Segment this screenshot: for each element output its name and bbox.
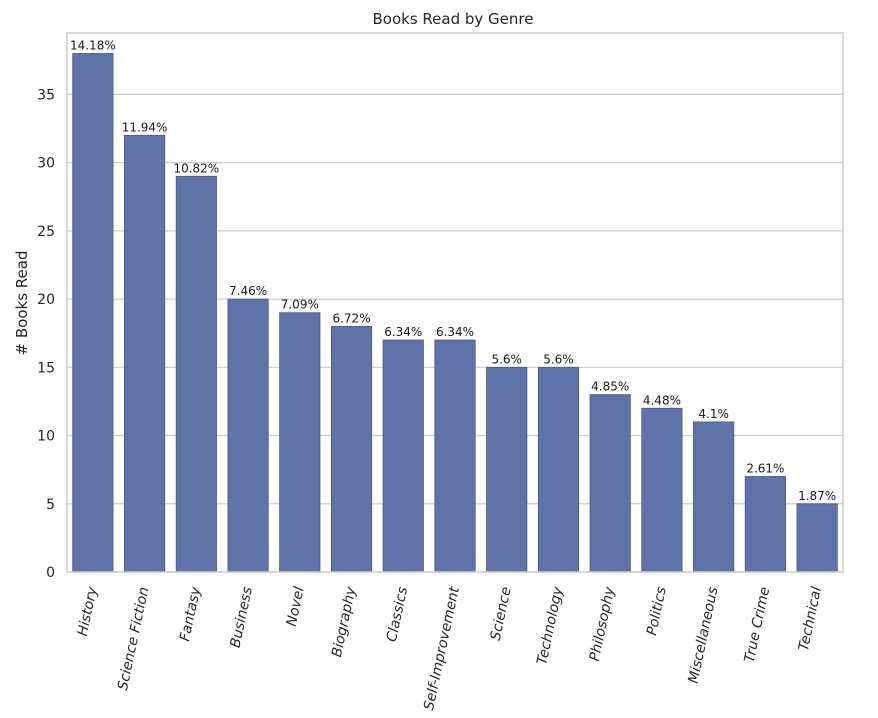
data-label: 5.6% bbox=[491, 352, 522, 366]
data-label: 6.34% bbox=[384, 325, 422, 339]
bar-science-fiction bbox=[124, 134, 166, 573]
plot-frame bbox=[66, 32, 844, 573]
x-tick-label: Classics bbox=[384, 586, 411, 644]
x-tick-label: Fantasy bbox=[177, 585, 204, 643]
x-tick-label: Technology bbox=[534, 585, 566, 666]
data-label: 6.72% bbox=[332, 311, 370, 325]
bar-classics bbox=[382, 339, 424, 573]
y-tick-labels: 0 5 10 15 20 25 30 35 bbox=[37, 87, 55, 581]
x-tick-label: True Crime bbox=[742, 586, 774, 664]
bar-true-crime bbox=[744, 476, 786, 573]
y-axis-label: # Books Read bbox=[13, 251, 31, 356]
data-label: 10.82% bbox=[173, 161, 219, 175]
bar-self-improvement bbox=[434, 339, 476, 573]
bar-history bbox=[72, 53, 114, 573]
y-tick-label: 5 bbox=[46, 497, 55, 513]
x-tick-label: Politics bbox=[644, 586, 670, 637]
y-tick-label: 35 bbox=[37, 87, 55, 103]
data-labels: 14.18% 11.94% 10.82% 7.46% 7.09% 6.72% 6.34% 6.… bbox=[70, 38, 836, 502]
x-tick-label: Philosophy bbox=[587, 585, 619, 663]
x-tick-labels: History Science Fiction Fantasy Business Nov… bbox=[75, 585, 825, 712]
bar-miscellaneous bbox=[693, 421, 735, 573]
x-tick-label: Novel bbox=[284, 585, 308, 627]
y-tick-label: 20 bbox=[37, 292, 55, 308]
y-tick-label: 0 bbox=[46, 565, 55, 581]
data-label: 7.09% bbox=[281, 298, 319, 312]
x-tick-label: History bbox=[75, 585, 101, 638]
x-tick-label: Self-Improvement bbox=[421, 585, 463, 712]
data-label: 11.94% bbox=[122, 120, 168, 134]
bar-politics bbox=[641, 407, 683, 573]
data-label: 2.61% bbox=[746, 461, 784, 475]
x-tick-label: Business bbox=[227, 586, 255, 650]
y-tick-label: 30 bbox=[37, 156, 55, 172]
y-tick-label: 15 bbox=[37, 360, 55, 376]
chart-title: Books Read by Genre bbox=[373, 10, 534, 28]
x-tick-label: Science Fiction bbox=[115, 586, 153, 692]
x-tick-label: Technical bbox=[796, 585, 825, 652]
bars bbox=[72, 53, 838, 573]
data-label: 4.48% bbox=[643, 393, 681, 407]
data-label: 4.1% bbox=[698, 407, 729, 421]
data-label: 4.85% bbox=[591, 380, 629, 394]
bar-novel bbox=[279, 312, 321, 573]
data-label: 7.46% bbox=[229, 284, 267, 298]
bar-science bbox=[486, 366, 528, 573]
bar-biography bbox=[330, 325, 373, 573]
bar-technology bbox=[537, 366, 580, 573]
data-label: 6.34% bbox=[436, 325, 474, 339]
y-tick-label: 10 bbox=[37, 429, 55, 445]
y-tick-label: 25 bbox=[37, 224, 55, 240]
bar-business bbox=[227, 298, 269, 573]
data-label: 1.87% bbox=[798, 489, 836, 503]
bar-fantasy bbox=[175, 175, 217, 573]
x-tick-label: Science bbox=[488, 586, 515, 642]
x-tick-label: Biography bbox=[329, 585, 360, 659]
data-label: 5.6% bbox=[543, 352, 574, 366]
x-tick-label: Miscellaneous bbox=[686, 586, 722, 685]
data-label: 14.18% bbox=[70, 38, 116, 52]
bar-technical bbox=[796, 503, 838, 573]
bar-philosophy bbox=[589, 394, 631, 573]
